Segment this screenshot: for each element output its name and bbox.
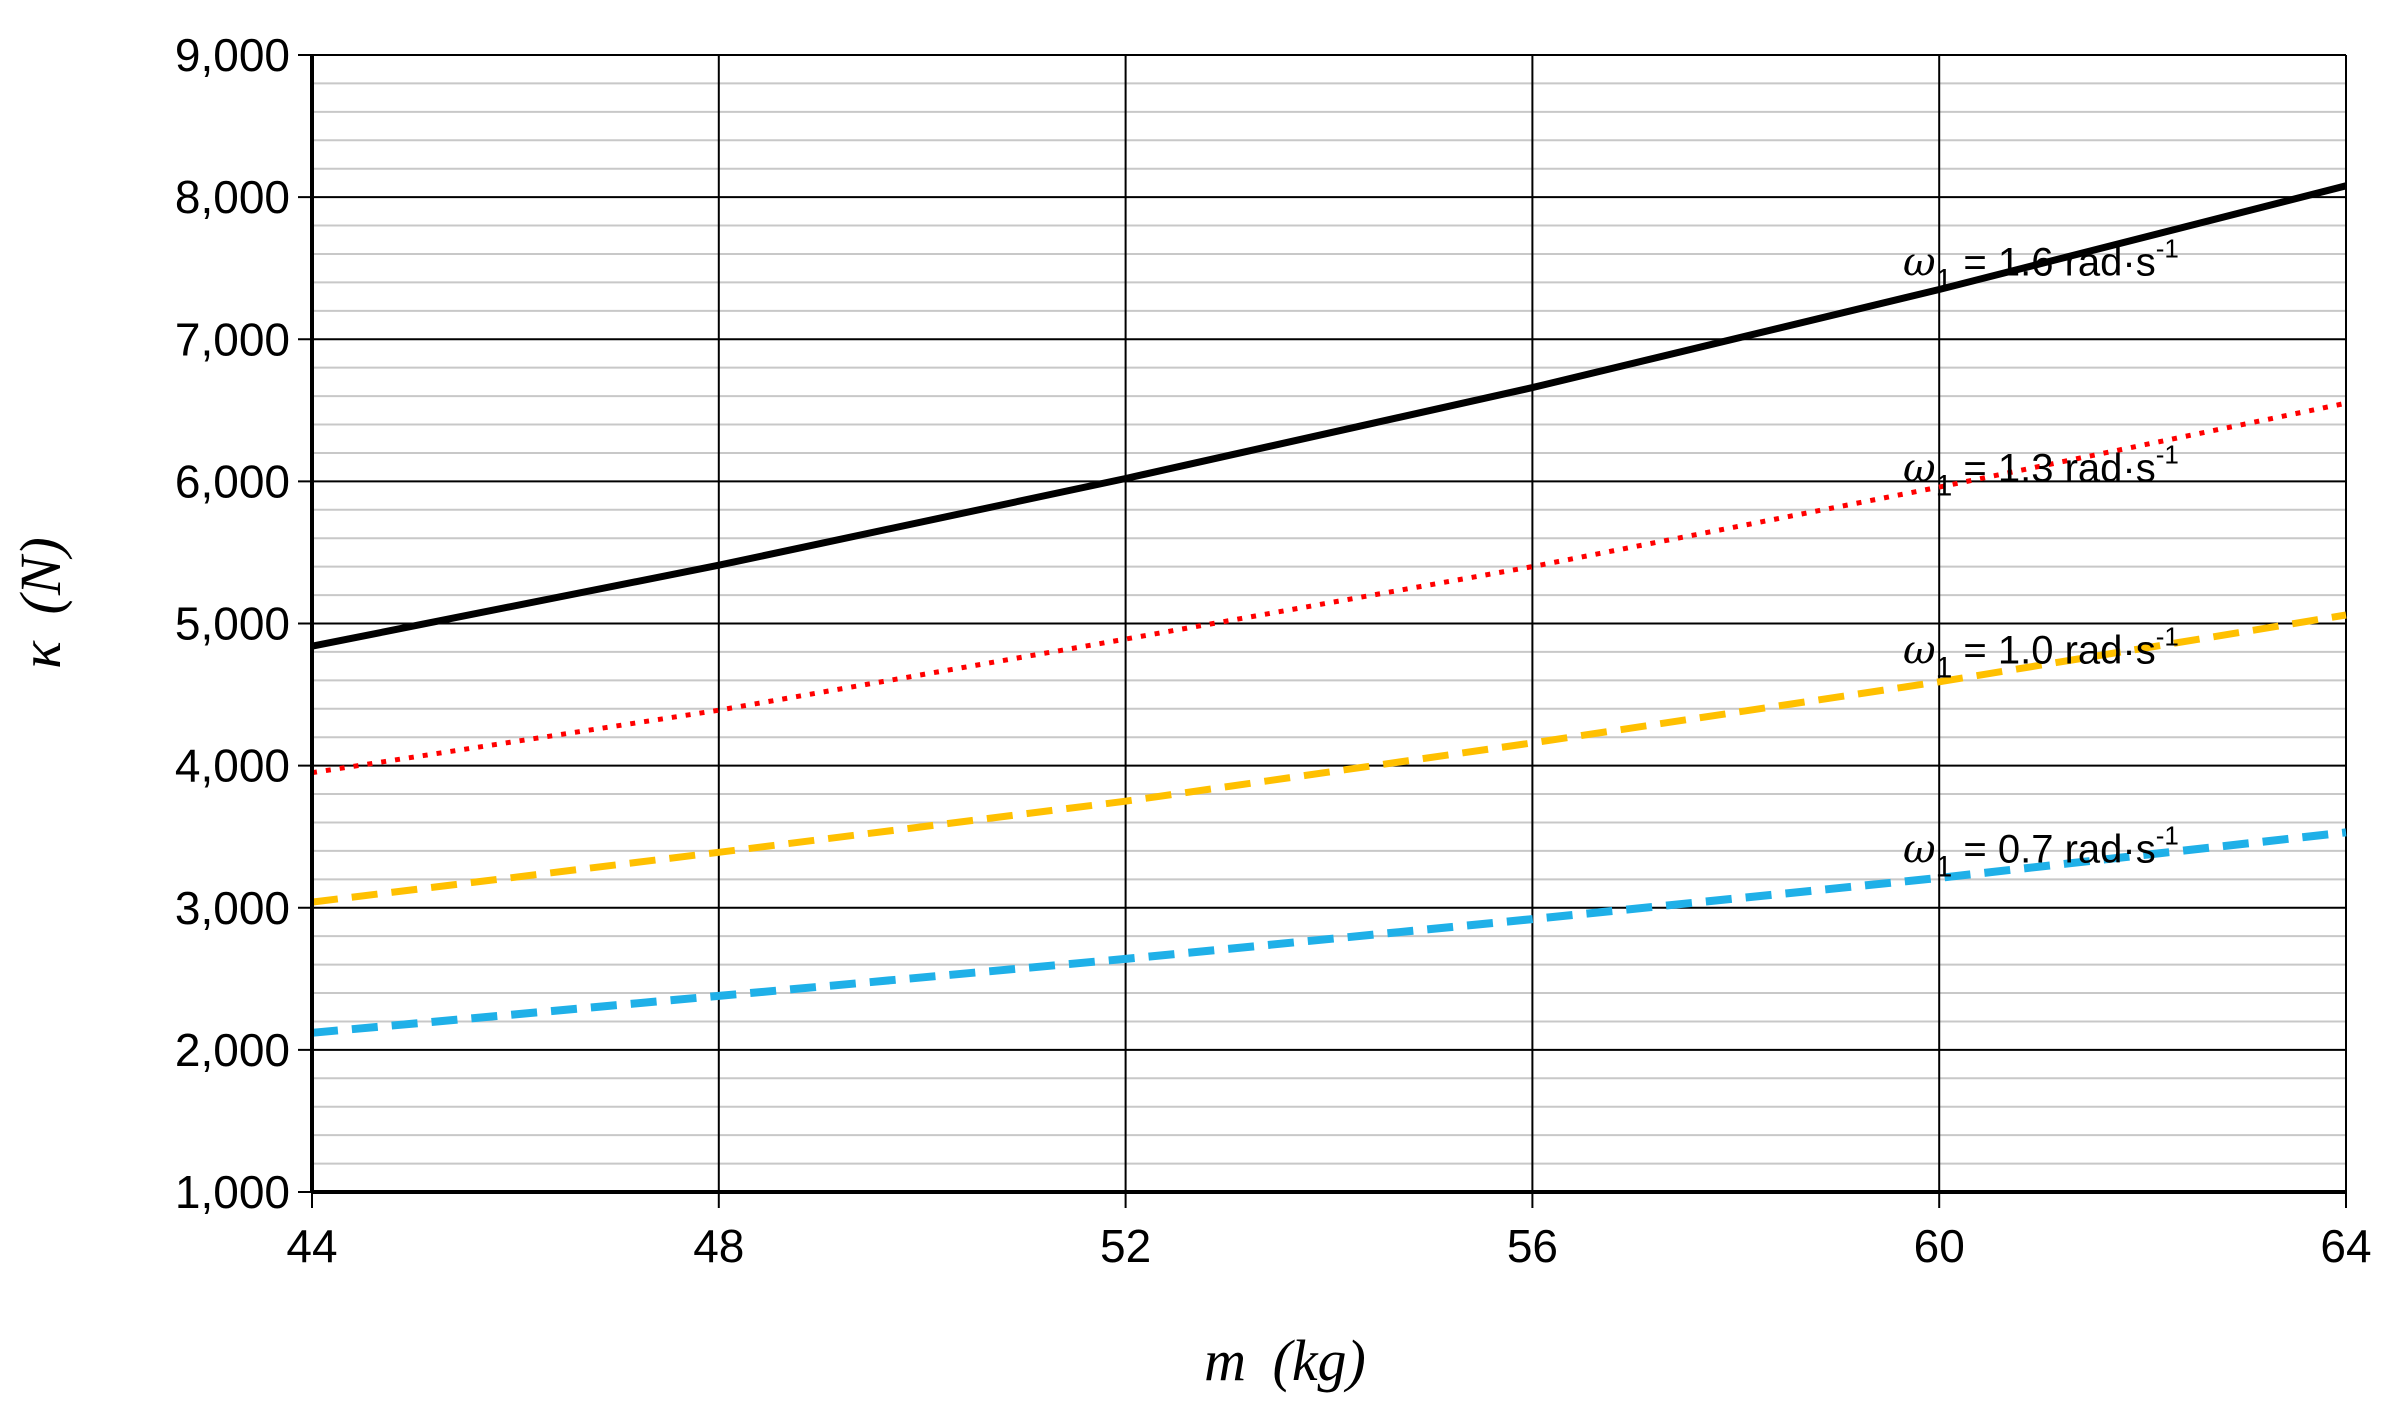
- x-tick-label: 44: [286, 1220, 337, 1272]
- x-tick-label: 60: [1914, 1220, 1965, 1272]
- series-line-1: [311, 182, 2347, 650]
- omega-subscript: 1: [1936, 651, 1953, 684]
- label-superscript: -1: [2156, 820, 2179, 850]
- y-tick-label: 3,000: [175, 882, 290, 934]
- series-labels: ω1 = 1.6 rad·s-1ω1 = 1.3 rad·s-1ω1 = 1.0…: [1903, 233, 2179, 883]
- omega-symbol: ω: [1903, 826, 1936, 872]
- y-tick-label: 2,000: [175, 1024, 290, 1076]
- label-text: = 1.3 rad·s: [1952, 446, 2155, 490]
- label-superscript: -1: [2156, 621, 2179, 651]
- x-tick-label: 64: [2320, 1220, 2371, 1272]
- y-tick-label: 4,000: [175, 740, 290, 792]
- label-text: = 1.0 rad·s: [1952, 628, 2155, 672]
- label-text: = 1.6 rad·s: [1952, 240, 2155, 284]
- series-line-4: [311, 828, 2347, 1037]
- y-tick-label: 8,000: [175, 171, 290, 223]
- y-tick-label: 9,000: [175, 29, 290, 81]
- y-tick-label: 6,000: [175, 455, 290, 507]
- label-superscript: -1: [2156, 439, 2179, 469]
- x-axis-title: m (kg): [1204, 1328, 1366, 1393]
- omega-symbol: ω: [1903, 627, 1936, 673]
- omega-symbol: ω: [1903, 239, 1936, 285]
- x-tick-label: 56: [1507, 1220, 1558, 1272]
- series-label-4: ω1 = 0.7 rad·s-1: [1903, 820, 2179, 883]
- omega-subscript: 1: [1936, 469, 1953, 502]
- y-tick-label: 1,000: [175, 1166, 290, 1218]
- series-layer: [311, 182, 2347, 1037]
- x-axis-symbol: m: [1204, 1328, 1246, 1393]
- series-label-3: ω1 = 1.0 rad·s-1: [1903, 621, 2179, 684]
- minor-gridlines: [312, 82, 2346, 1165]
- label-text: = 0.7 rad·s: [1952, 827, 2155, 871]
- axes: 1,000 2,000 3,000 4,000 5,000 6,000 7,000 8,000…: [175, 29, 2372, 1272]
- y-tick-label: 7,000: [175, 313, 290, 365]
- omega-subscript: 1: [1936, 263, 1953, 296]
- x-axis-unit: (kg): [1273, 1328, 1366, 1393]
- series-label-1: ω1 = 1.6 rad·s-1: [1903, 233, 2179, 296]
- y-axis-symbol: κ: [8, 640, 73, 669]
- y-tick-label: 5,000: [175, 598, 290, 650]
- label-superscript: -1: [2156, 233, 2179, 263]
- omega-subscript: 1: [1936, 850, 1953, 883]
- x-tick-label: 48: [693, 1220, 744, 1272]
- y-axis-title: κ (N): [8, 537, 73, 669]
- series-line-3: [311, 611, 2347, 906]
- y-axis-unit: (N): [8, 537, 73, 614]
- omega-symbol: ω: [1903, 445, 1936, 491]
- x-tick-label: 52: [1100, 1220, 1151, 1272]
- series-label-2: ω1 = 1.3 rad·s-1: [1903, 439, 2179, 502]
